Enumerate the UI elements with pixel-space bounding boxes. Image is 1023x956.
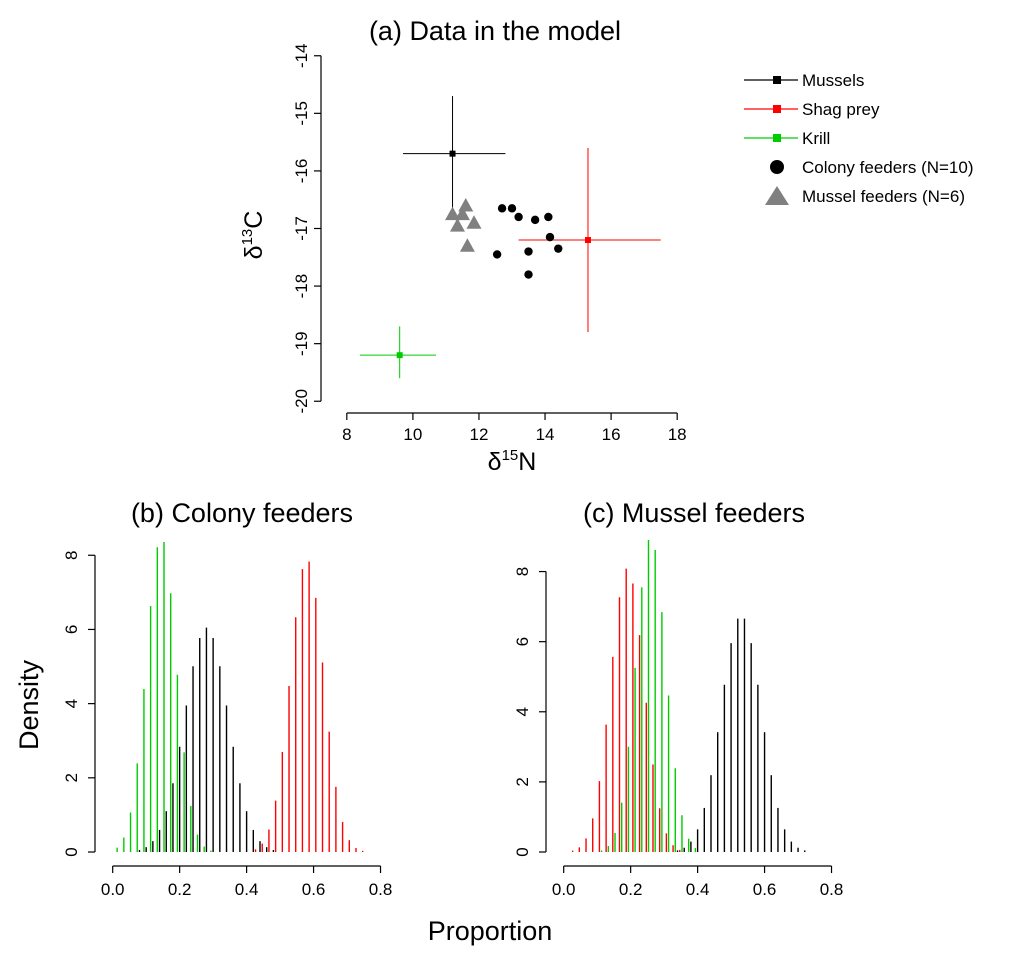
x-tick-label: 8 (342, 425, 351, 444)
colony-feeder-point (514, 212, 523, 222)
x-tick-label: 0.4 (235, 880, 259, 899)
y-tick-label: 8 (513, 567, 532, 576)
panel-c-plot: 0.0 0.2 0.4 0.6 0.8 0 2 4 6 8 (513, 539, 844, 899)
legend-circle (770, 160, 784, 174)
colony-feeder-point (545, 232, 555, 242)
x-tick-label: 0.0 (101, 880, 125, 899)
x-tick-label: 0.0 (552, 880, 576, 899)
y-tick-label: 2 (62, 773, 81, 782)
x-tick-label: 0.8 (820, 880, 844, 899)
colony-feeder-point (554, 244, 563, 253)
legend-square (773, 105, 781, 113)
x-tick-label: 14 (536, 425, 555, 444)
x-tick-label: 16 (602, 425, 621, 444)
y-tick-label: 8 (62, 551, 81, 560)
source-point (396, 352, 403, 359)
legend-label: Krill (802, 129, 830, 148)
y-tick-label: -18 (292, 274, 311, 299)
y-tick-label: -15 (292, 101, 311, 126)
legend-label: Colony feeders (N=10) (802, 158, 974, 177)
x-tick-label: 0.6 (302, 880, 326, 899)
shared-x-label: Proportion (428, 916, 553, 946)
y-tick-label: -17 (292, 216, 311, 241)
y-tick-label: 6 (62, 625, 81, 634)
legend-label: Mussels (802, 71, 864, 90)
x-tick-label: 0.4 (686, 880, 710, 899)
x-tick-label: 18 (668, 425, 687, 444)
mussel-feeder-point (459, 238, 475, 252)
x-tick-label: 0.6 (753, 880, 777, 899)
colony-feeder-point (497, 204, 507, 213)
y-tick-label: -16 (292, 159, 311, 184)
mussel-feeder-point (466, 215, 482, 229)
colony-feeder-point (524, 247, 533, 256)
panel-a-plot: 8 10 12 14 16 18 -20 -19 -18 -17 -16 -15 -14 (292, 43, 687, 444)
source-point (449, 150, 456, 157)
shared-y-label: Density (14, 659, 44, 750)
mussel-feeder-point (445, 206, 461, 221)
y-tick-label: 0 (62, 847, 81, 856)
panel-b-plot: 0.0 0.2 0.4 0.6 0.8 0 2 4 6 8 (62, 542, 392, 899)
y-tick-label: -19 (292, 331, 311, 356)
y-tick-label: -20 (292, 389, 311, 414)
colony-feeder-point (492, 250, 502, 259)
panel-a-y-label: δ13C (239, 211, 268, 260)
y-tick-label: 0 (513, 847, 532, 856)
panel-a-legend: Mussels Shag prey Krill Colony feeders (N=1… (744, 71, 974, 206)
panel-c-title: (c) Mussel feeders (583, 498, 805, 528)
panel-b-title: (b) Colony feeders (131, 498, 353, 528)
y-tick-label: 2 (513, 777, 532, 786)
x-tick-label: 0.8 (369, 880, 393, 899)
mussel-feeder-point (449, 218, 465, 232)
y-tick-label: -14 (292, 43, 311, 68)
y-tick-label: 4 (62, 699, 81, 708)
x-tick-label: 0.2 (619, 880, 643, 899)
x-tick-label: 10 (403, 425, 422, 444)
mussel-feeder-point (454, 206, 470, 221)
legend-label: Mussel feeders (N=6) (802, 187, 965, 206)
mussel-feeder-point (458, 197, 474, 212)
colony-feeder-point (544, 212, 553, 222)
y-tick-label: 6 (513, 637, 532, 646)
colony-feeder-point (507, 204, 517, 213)
panel-a-x-label: δ15N (488, 447, 537, 476)
x-tick-label: 12 (470, 425, 489, 444)
legend-label: Shag prey (802, 100, 880, 119)
x-tick-label: 0.2 (168, 880, 192, 899)
panel-a-title: (a) Data in the model (369, 16, 621, 46)
colony-feeder-point (524, 270, 533, 279)
y-tick-label: 4 (513, 707, 532, 716)
legend-triangle (765, 186, 789, 205)
colony-feeder-point (530, 215, 540, 225)
source-point (584, 237, 591, 244)
legend-square (773, 134, 781, 142)
legend-square (773, 76, 781, 84)
